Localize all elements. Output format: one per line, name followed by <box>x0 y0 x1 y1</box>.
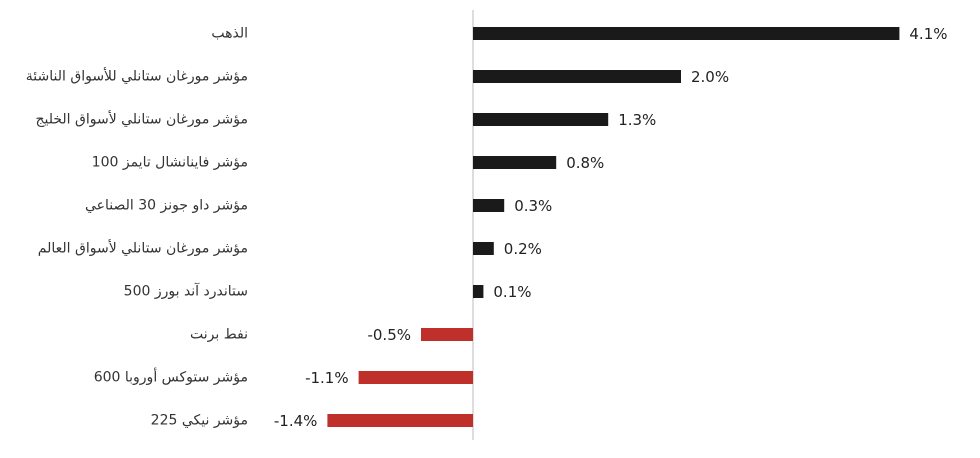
category-label: ستاندرد آند بورز 500 <box>124 283 248 300</box>
bar <box>473 156 557 169</box>
bar <box>473 199 505 212</box>
category-label: مؤشر فاينانشال تايمز 100 <box>92 155 248 171</box>
value-label: -1.4% <box>274 412 318 430</box>
value-label: 0.8% <box>566 154 604 172</box>
category-label: مؤشر ستوكس أوروبا 600 <box>94 368 248 386</box>
value-label: 0.2% <box>504 240 542 258</box>
category-label: مؤشر داو جونز 30 الصناعي <box>85 198 248 214</box>
category-label: مؤشر نيكي 225 <box>151 413 248 429</box>
bar <box>421 328 473 341</box>
bar <box>358 371 473 384</box>
value-label: 1.3% <box>618 111 656 129</box>
value-label: -0.5% <box>367 326 411 344</box>
value-label: 4.1% <box>909 25 947 43</box>
bar <box>473 285 484 298</box>
bar <box>473 70 681 83</box>
category-label: مؤشر مورغان ستانلي لأسواق الخليج <box>35 110 248 128</box>
value-label: 2.0% <box>691 68 729 86</box>
bar <box>473 27 900 40</box>
bar <box>473 242 494 255</box>
value-label: 0.3% <box>514 197 552 215</box>
bar <box>327 414 473 427</box>
bar <box>473 113 609 126</box>
value-label: -1.1% <box>305 369 349 387</box>
category-label: نفط برنت <box>190 327 248 343</box>
category-label: الذهب <box>211 26 248 42</box>
value-label: 0.1% <box>493 283 531 301</box>
category-label: مؤشر مورغان ستانلي للأسواق الناشئة <box>26 67 248 85</box>
category-label: مؤشر مورغان ستانلي لأسواق العالم <box>38 239 248 257</box>
